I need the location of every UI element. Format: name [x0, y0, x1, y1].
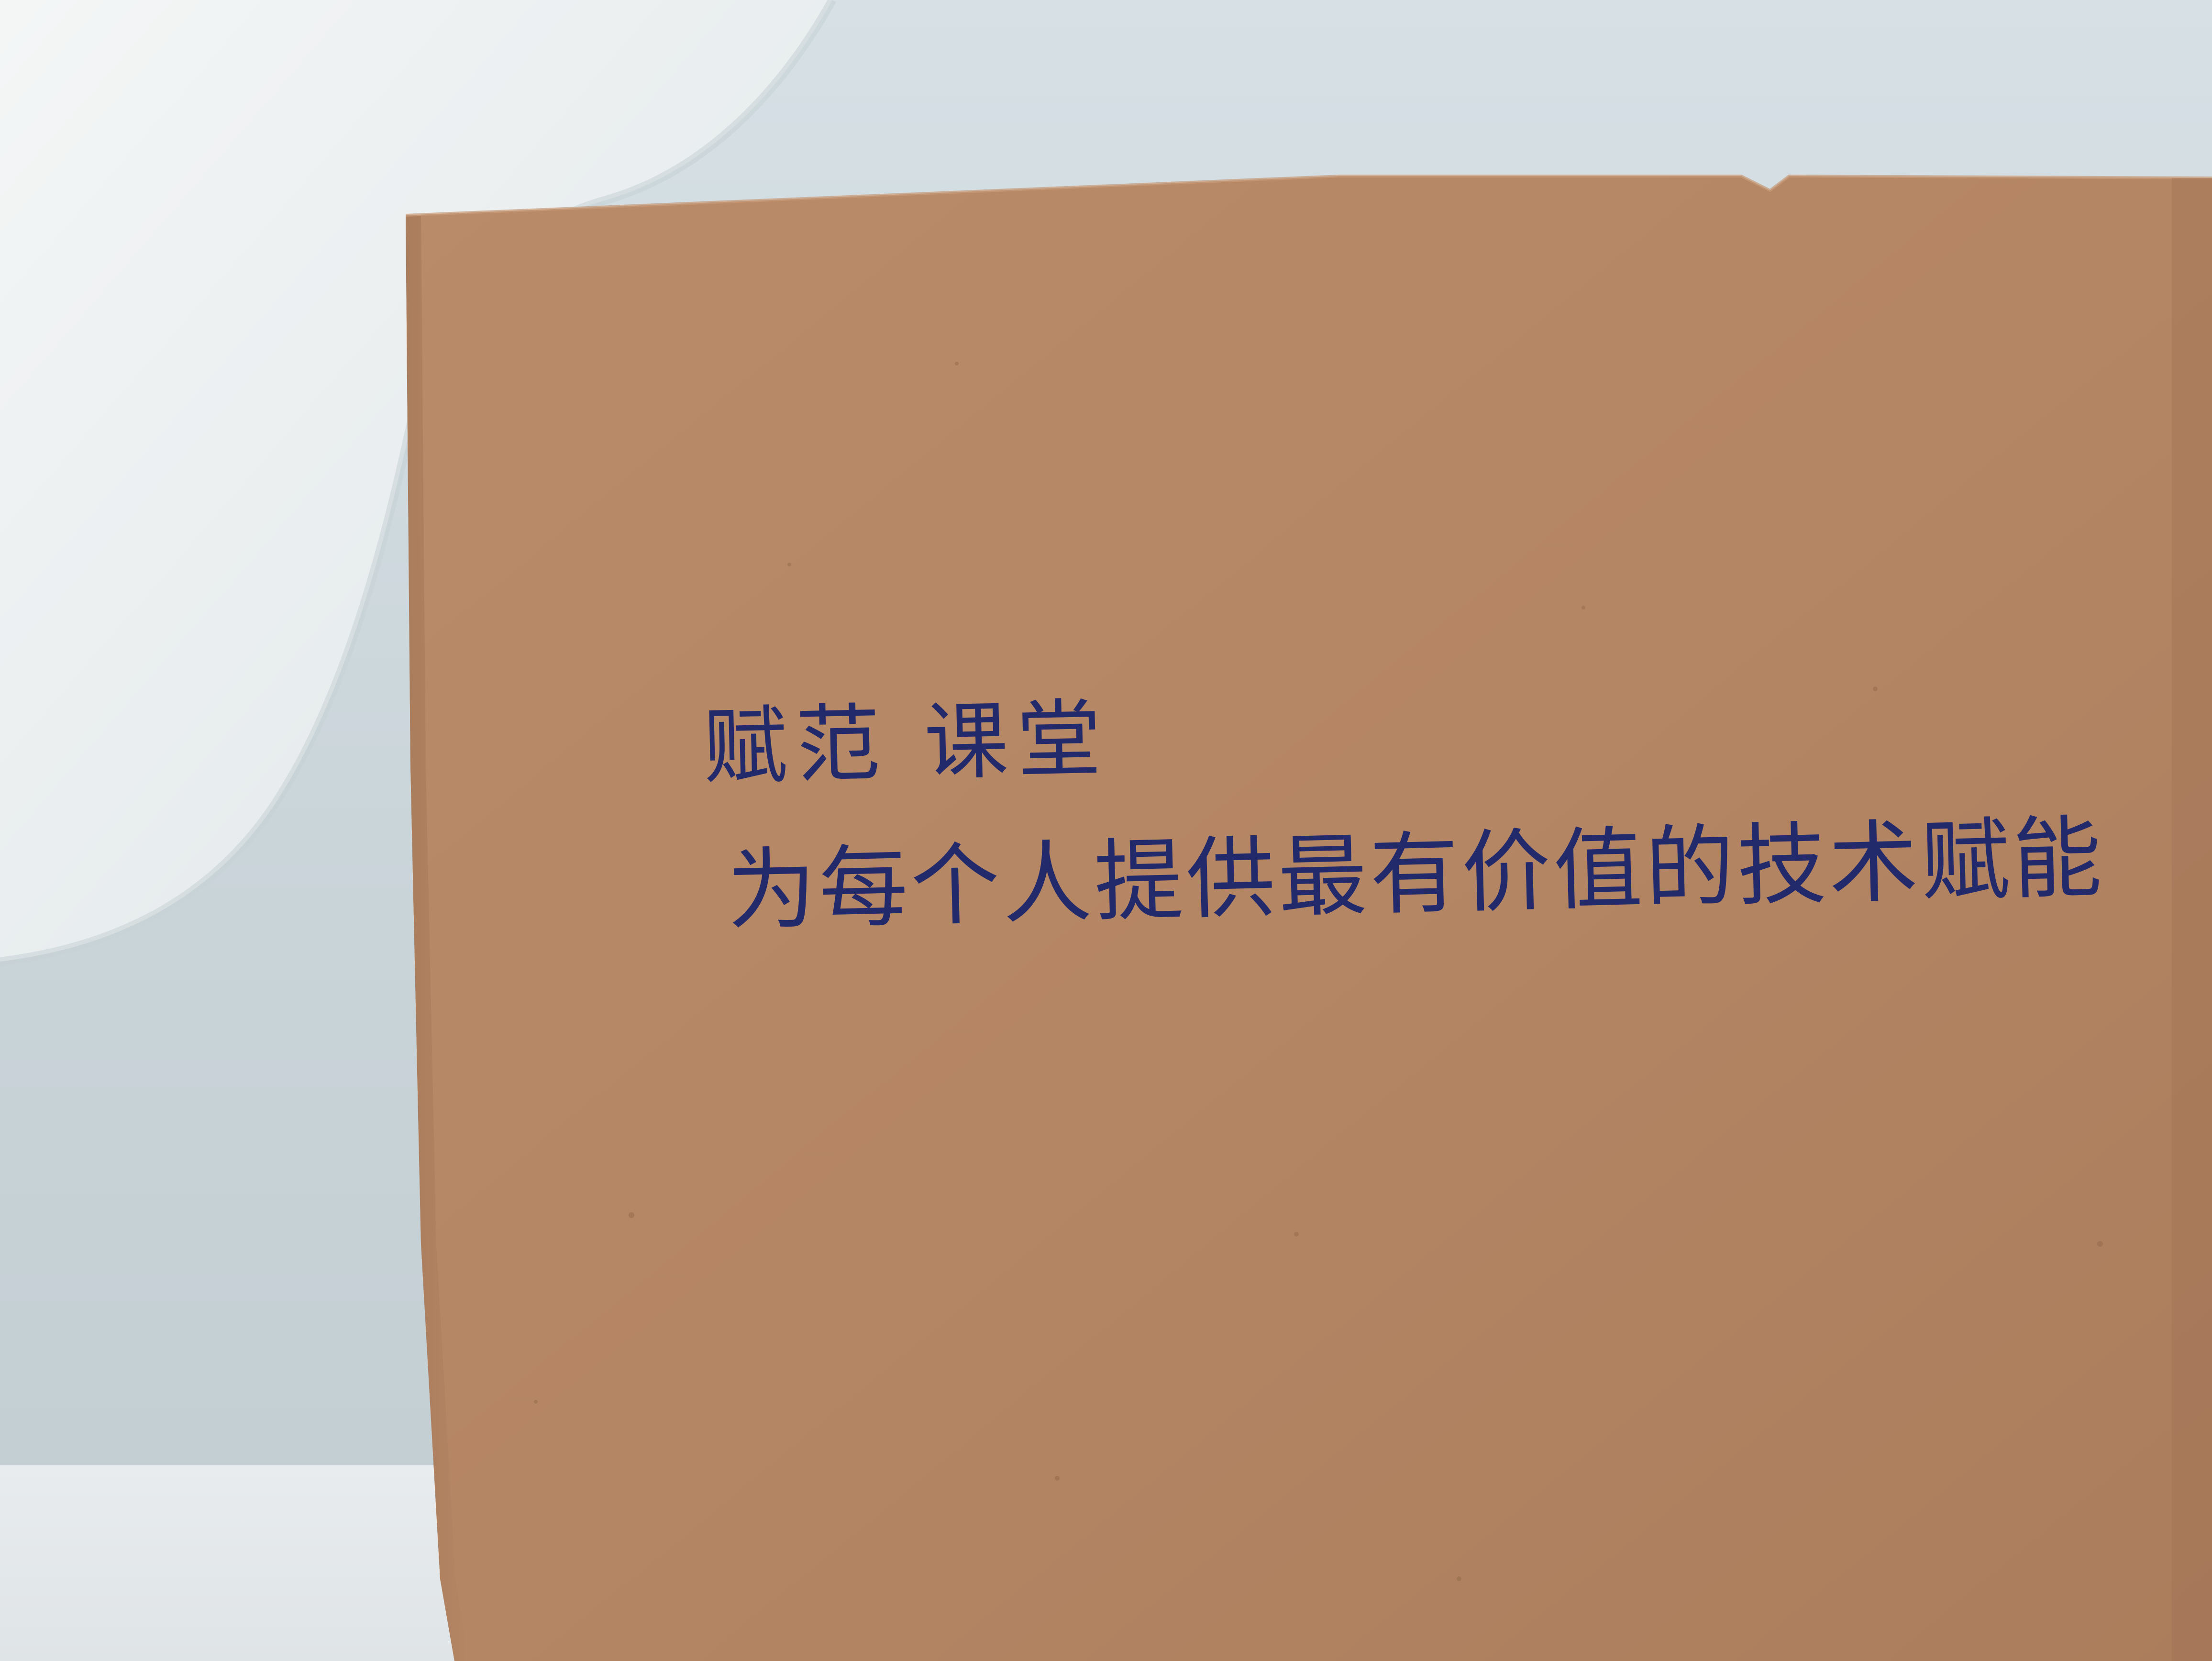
white-object-shape — [0, 0, 832, 962]
handwritten-title: 赋范 课堂 — [702, 690, 1111, 797]
table-surface — [0, 1464, 469, 1661]
